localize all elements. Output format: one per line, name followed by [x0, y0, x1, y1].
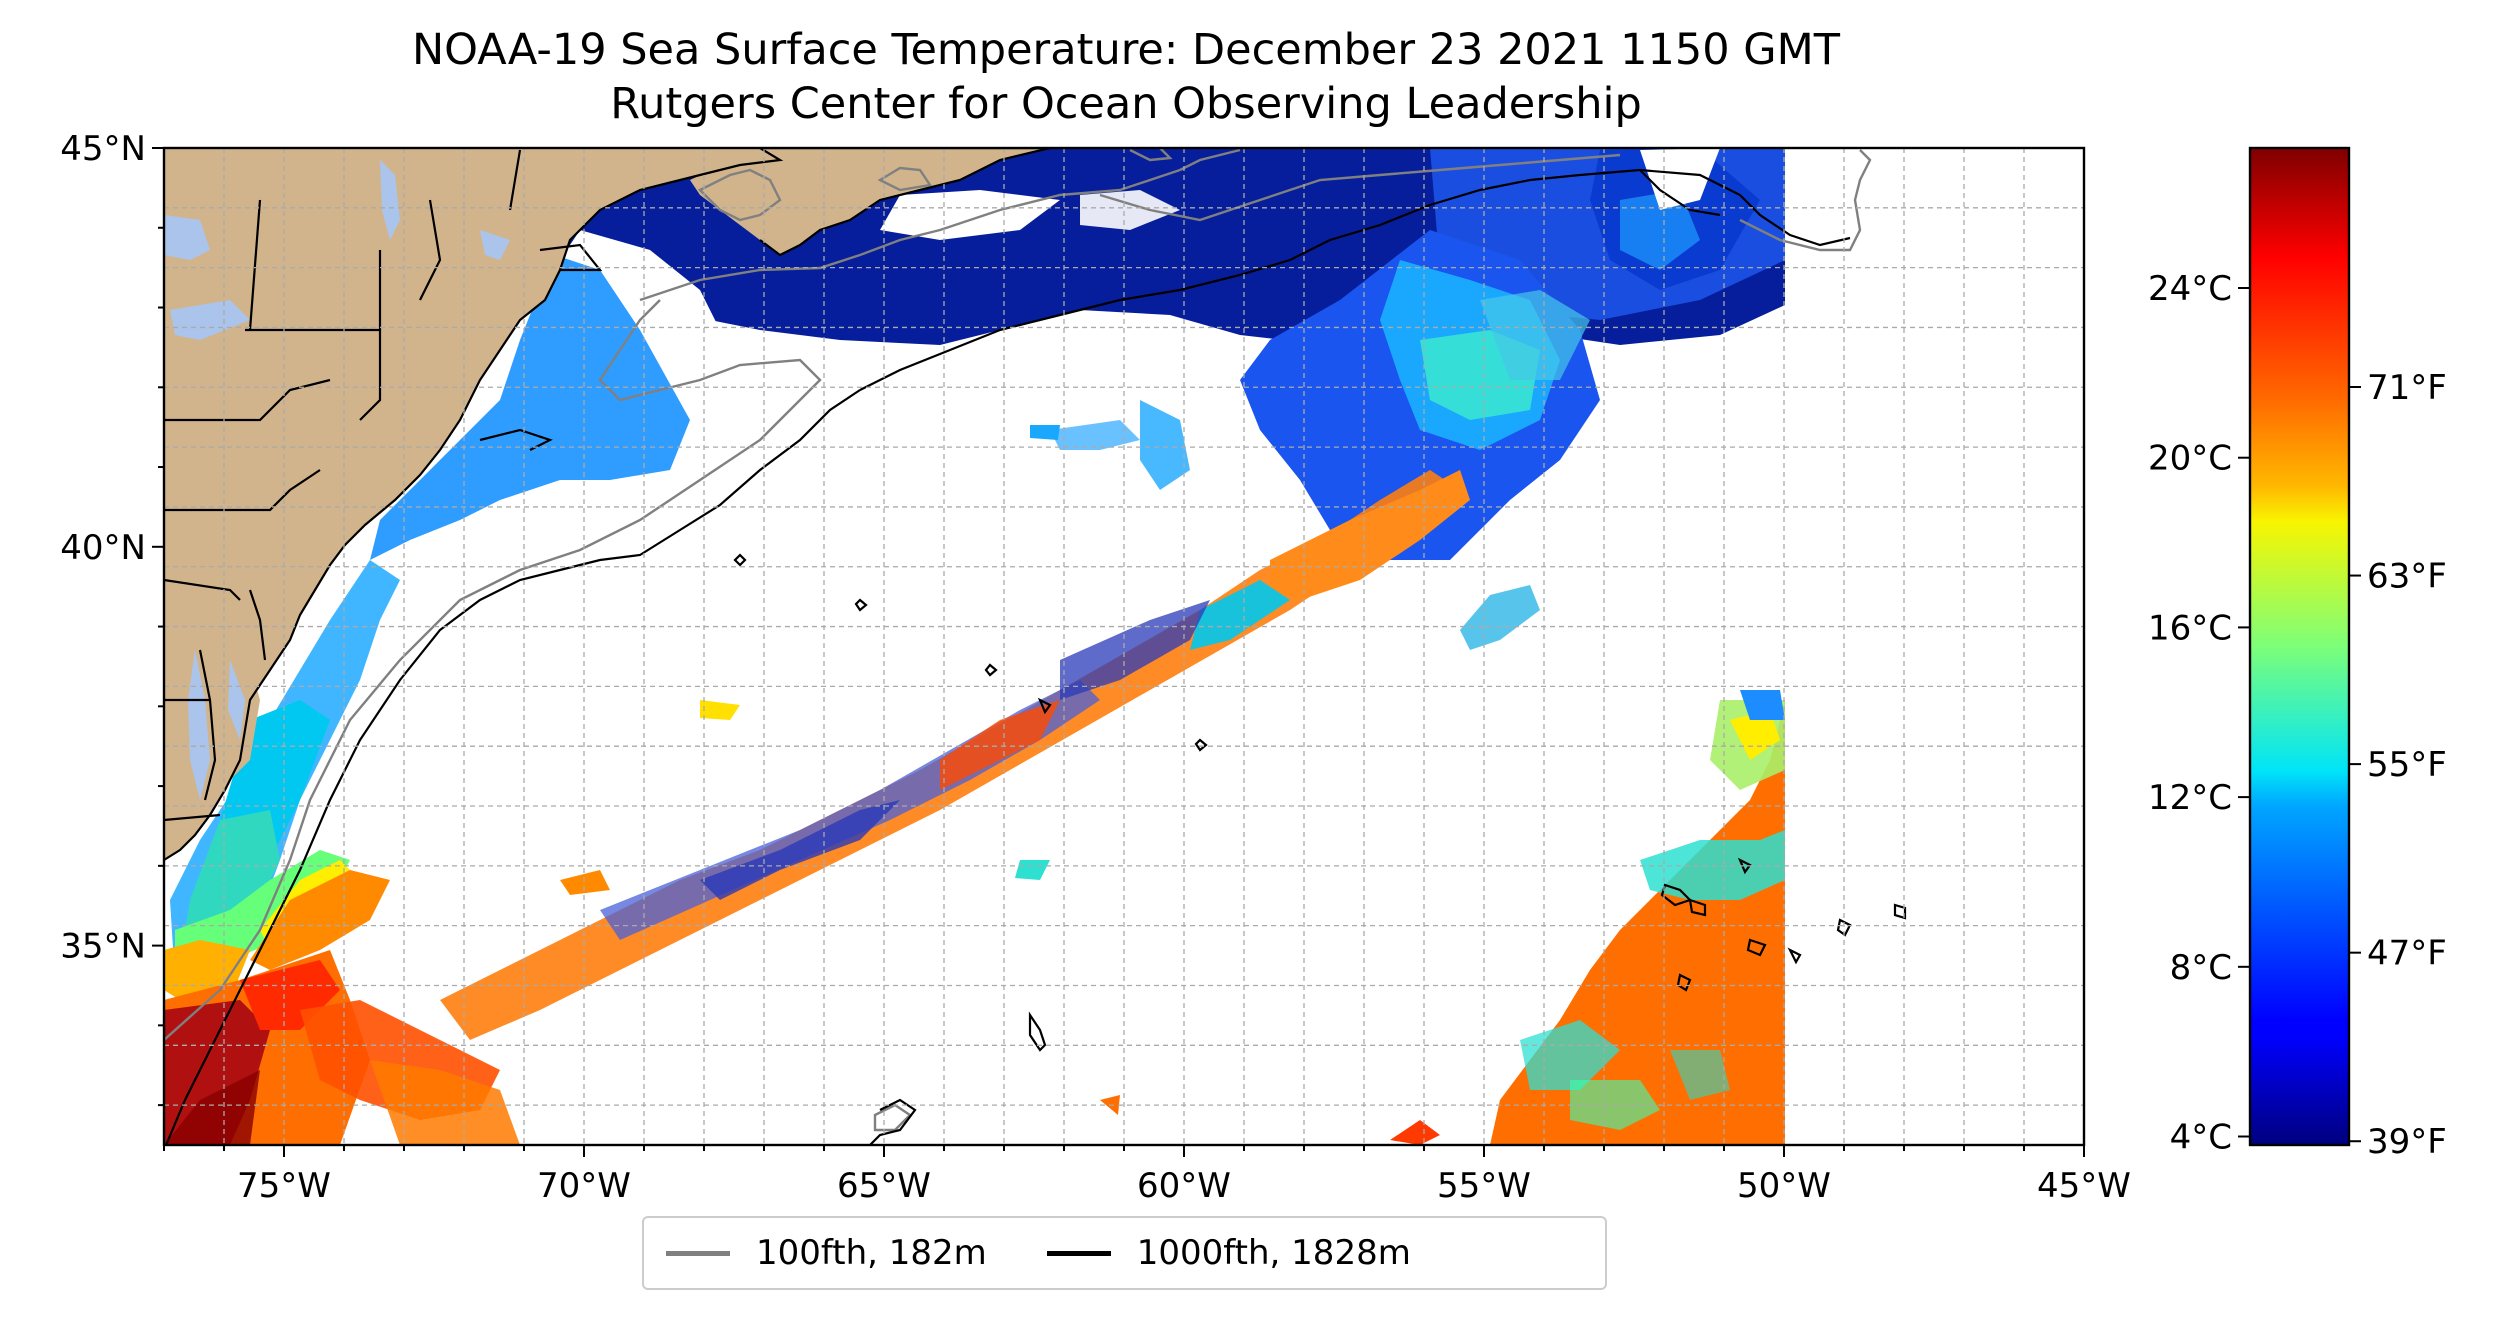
legend-line-black	[1046, 1250, 1111, 1256]
fahrenheit-tick-label: 71°F	[2367, 368, 2447, 408]
fahrenheit-tick-label: 47°F	[2367, 934, 2447, 974]
fahrenheit-tick-label: 63°F	[2367, 557, 2447, 597]
chart-subtitle: Rutgers Center for Ocean Observing Leade…	[610, 79, 1642, 129]
fahrenheit-tick-label: 39°F	[2367, 1122, 2447, 1162]
latitude-axis: 35°N 40°N 45°N	[60, 129, 164, 1107]
legend-label-1000fth: 1000fth, 1828m	[1136, 1233, 1411, 1273]
x-tick-label: 75°W	[237, 1166, 331, 1206]
contour-legend: 100fth, 182m 1000fth, 1828m	[642, 1216, 1607, 1290]
x-tick-label: 70°W	[537, 1166, 631, 1206]
coastlines	[164, 148, 1051, 861]
chart-title: NOAA-19 Sea Surface Temperature: Decembe…	[412, 25, 1840, 75]
x-tick-label: 50°W	[1737, 1166, 1831, 1206]
y-tick-label: 35°N	[60, 927, 146, 967]
legend-entry-100fth: 100fth, 182m	[666, 1233, 987, 1273]
x-tick-label: 60°W	[1137, 1166, 1231, 1206]
legend-line-gray	[666, 1250, 730, 1256]
celsius-tick-label: 4°C	[2170, 1118, 2232, 1158]
celsius-tick-label: 8°C	[2170, 948, 2232, 988]
legend-entry-1000fth: 1000fth, 1828m	[1046, 1233, 1411, 1273]
x-tick-label: 65°W	[837, 1166, 931, 1206]
colorbar-celsius-axis: 4°C 8°C 12°C 16°C 20°C 24°C	[2148, 269, 2250, 1158]
colorbar-frame	[2248, 146, 2351, 1147]
graticule	[164, 148, 2084, 1145]
longitude-axis: 75°W 70°W 65°W 60°W 55°W 50°W 45°W	[163, 1145, 2131, 1206]
colorbar: 4°C 8°C 12°C 16°C 20°C 24°C 39°F 47°F 55°F 63°F 7…	[2148, 146, 2447, 1162]
y-tick-label: 40°N	[60, 528, 146, 568]
fahrenheit-tick-label: 55°F	[2367, 745, 2447, 785]
celsius-tick-label: 20°C	[2148, 439, 2232, 479]
celsius-tick-label: 16°C	[2148, 608, 2232, 648]
y-tick-label: 45°N	[60, 129, 146, 169]
map-area	[164, 148, 2084, 1145]
legend-label-100fth: 100fth, 182m	[756, 1233, 987, 1273]
x-tick-label: 55°W	[1437, 1166, 1531, 1206]
land	[164, 148, 1050, 860]
colorbar-fahrenheit-axis: 39°F 47°F 55°F 63°F 71°F	[2349, 368, 2447, 1162]
colorbar-gradient	[2250, 148, 2349, 1145]
x-tick-label: 45°W	[2037, 1166, 2131, 1206]
contour-1000fth	[164, 168, 1907, 1145]
contour-100fth	[164, 148, 1872, 1132]
celsius-tick-label: 12°C	[2148, 778, 2232, 818]
celsius-tick-label: 24°C	[2148, 269, 2232, 309]
